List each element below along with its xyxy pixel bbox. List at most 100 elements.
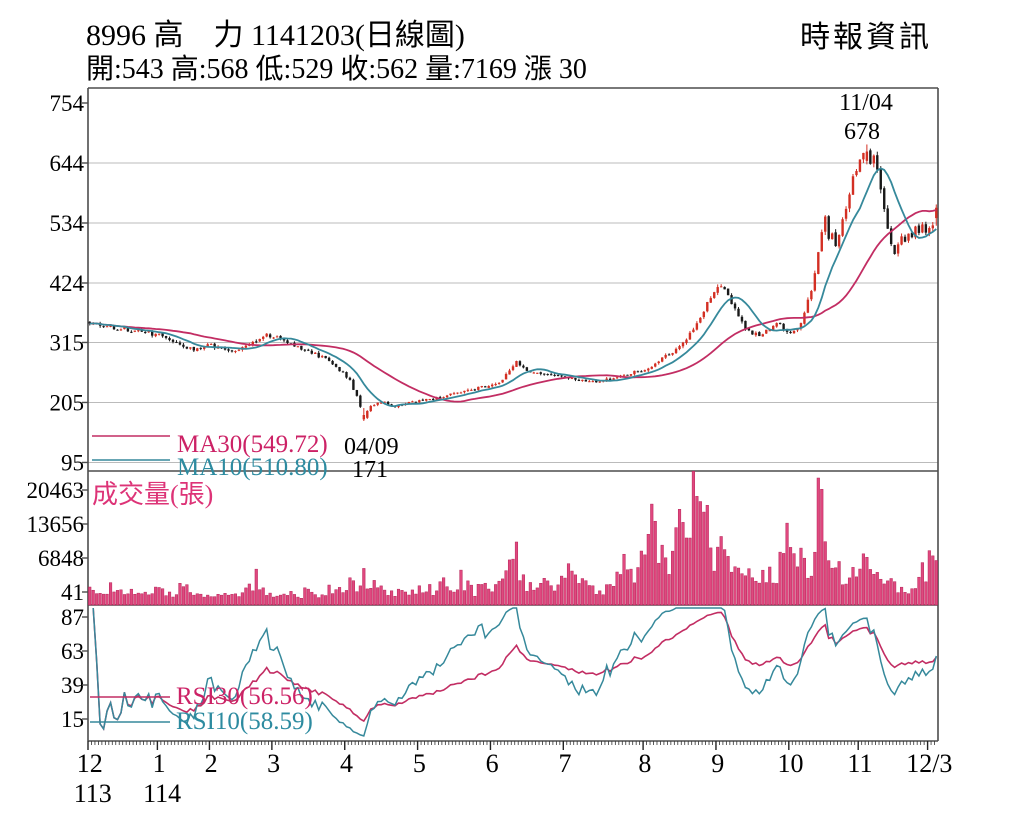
candle-body (421, 399, 424, 401)
volume-bar (601, 594, 605, 606)
candle-body (862, 152, 865, 160)
volume-bar (296, 596, 300, 606)
volume-bar (220, 594, 224, 606)
volume-bar (667, 574, 671, 606)
candle-body (598, 381, 601, 383)
volume-bar (494, 584, 498, 606)
volume-bar (691, 470, 695, 606)
candle-body (268, 334, 272, 338)
volume-bar (671, 550, 675, 606)
candle-body (203, 347, 206, 349)
candle-body (348, 377, 352, 380)
candle-body (876, 155, 879, 170)
candle-body (102, 326, 105, 328)
volume-bar (469, 584, 473, 606)
volume-bar (150, 593, 154, 606)
candle-body (733, 303, 737, 309)
rsi10-legend-label: RSI10(58.59) (176, 708, 313, 735)
candle-body (407, 402, 411, 404)
low-annotation-date: 04/09 (344, 434, 399, 460)
candle-body (549, 374, 553, 376)
volume-bar (570, 570, 574, 606)
volume-bar (157, 587, 161, 606)
volume-bar (462, 590, 466, 606)
candle-body (251, 341, 254, 345)
candle-body (539, 372, 542, 374)
volume-bar (133, 593, 137, 606)
volume-bar (702, 511, 706, 606)
volume-bar (164, 595, 168, 606)
volume-bar (473, 595, 477, 606)
candle-body (879, 168, 882, 190)
volume-bar (566, 563, 571, 606)
month-label: 12/3 (906, 749, 952, 778)
candle-body (595, 380, 598, 383)
candle-body (442, 397, 445, 399)
candle-body (553, 374, 556, 376)
candle-body (664, 354, 667, 358)
volume-bar (407, 594, 411, 606)
candle-body (799, 323, 803, 329)
candle-body (834, 232, 837, 247)
volume-bar (795, 566, 800, 606)
candle-body (848, 194, 851, 209)
candle-body (137, 330, 140, 332)
volume-bar (847, 577, 852, 606)
candle-body (279, 335, 282, 339)
volume-bar (785, 522, 789, 606)
candle-body (827, 216, 830, 239)
volume-bar (105, 593, 109, 606)
volume-bar (736, 567, 741, 606)
candle-body (213, 343, 216, 348)
volume-bar (445, 586, 449, 606)
candle-body (563, 376, 567, 378)
volume-bar (501, 578, 505, 606)
candle-body (532, 372, 536, 374)
volume-bar (889, 578, 893, 606)
month-label: 12 (77, 749, 103, 778)
volume-bar (237, 596, 241, 606)
volume-bar (209, 596, 213, 606)
volume-bar (431, 595, 435, 606)
volume-bar (331, 593, 335, 606)
volume-bar (782, 553, 786, 606)
candle-body (150, 331, 154, 336)
candle-body (709, 298, 712, 303)
candle-body (768, 330, 771, 332)
volume-bar (896, 592, 900, 606)
volume-bar (258, 589, 262, 606)
volume-bar (223, 593, 227, 606)
candle-body (570, 378, 574, 380)
candle-body (199, 347, 202, 349)
volume-bar (851, 567, 855, 606)
volume-bar (393, 596, 397, 606)
volume-bar (653, 520, 657, 606)
candle-body (574, 377, 577, 380)
month-label: 2 (205, 749, 218, 778)
volume-bar (88, 586, 92, 606)
candle-body (175, 341, 178, 343)
candle-body (830, 233, 834, 240)
volume-tick-label: 6848 (38, 546, 84, 571)
volume-bar (841, 584, 845, 606)
candle-body (376, 402, 379, 405)
candle-body (154, 333, 157, 337)
volume-bar (362, 568, 366, 606)
candle-body (341, 371, 345, 373)
volume-bar (188, 592, 192, 606)
candle-body (740, 316, 744, 322)
candle-body (543, 373, 546, 375)
volume-bar (594, 594, 598, 606)
candle-body (112, 325, 116, 330)
volume-bar (882, 583, 886, 606)
candle-body (931, 225, 934, 229)
candle-body (889, 228, 893, 245)
candle-body (133, 330, 137, 332)
candle-body (227, 349, 230, 351)
volume-bar (677, 509, 682, 606)
volume-bar (903, 592, 907, 606)
volume-bar (455, 589, 460, 606)
candle-body (813, 273, 817, 291)
volume-bar (272, 596, 276, 606)
volume-bar (865, 557, 869, 606)
